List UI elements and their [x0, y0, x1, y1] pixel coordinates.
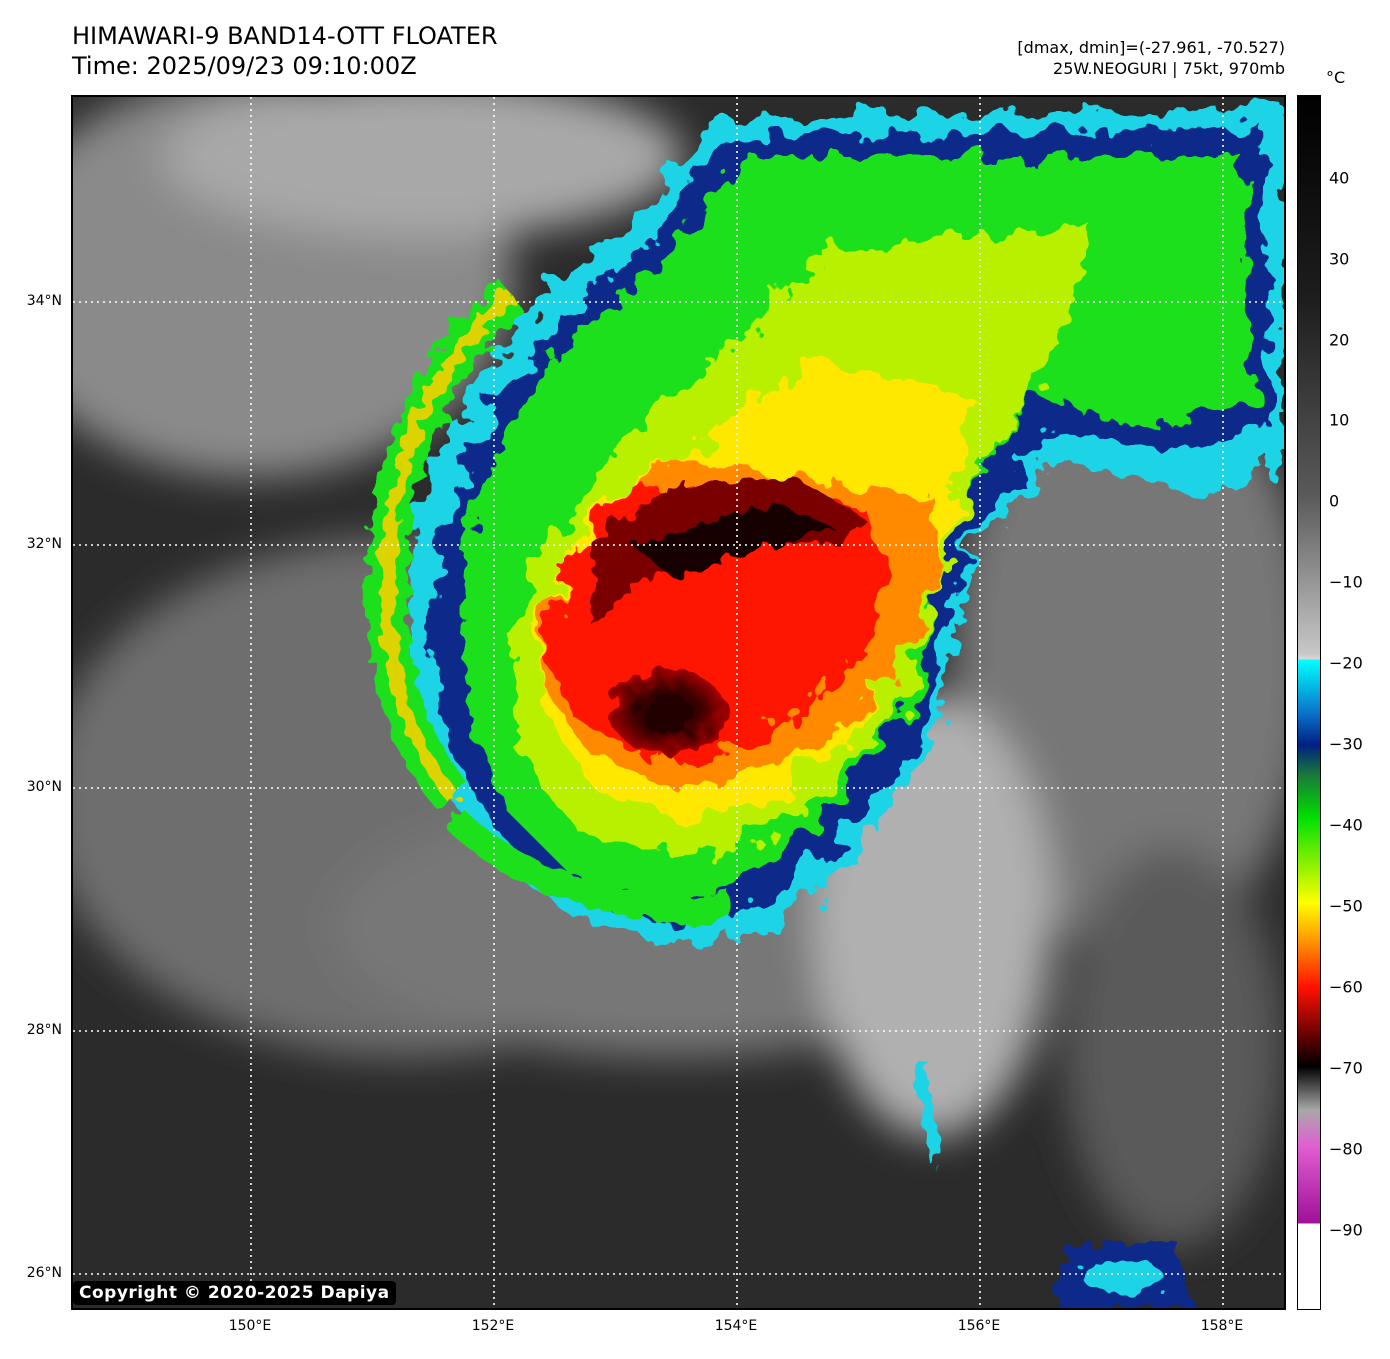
satellite-image — [73, 97, 1284, 1308]
colorbar-tick: 10 — [1329, 410, 1350, 430]
lat-label-28: 28°N — [26, 1022, 62, 1038]
colorbar — [1297, 95, 1321, 1310]
chart-title: HIMAWARI-9 BAND14-OTT FLOATER — [72, 22, 498, 50]
lon-label-150: 150°E — [228, 1318, 272, 1334]
storm-label: 25W.NEOGURI | 75kt, 970mb — [1053, 59, 1285, 78]
lat-label-30: 30°N — [26, 779, 62, 795]
lon-label-152: 152°E — [471, 1318, 515, 1334]
colorbar-tick: −50 — [1329, 896, 1363, 916]
colorbar-tick: 20 — [1329, 330, 1350, 350]
colorbar-tick: −90 — [1329, 1220, 1363, 1240]
graticule — [73, 97, 1284, 1308]
colorbar-tick: −70 — [1329, 1058, 1363, 1078]
range-label: [dmax, dmin]=(-27.961, -70.527) — [1017, 38, 1285, 57]
colorbar-tick: −10 — [1329, 572, 1363, 592]
lon-label-154: 154°E — [714, 1318, 758, 1334]
satellite-map[interactable] — [71, 95, 1286, 1310]
time-label: Time: 2025/09/23 09:10:00Z — [72, 52, 417, 80]
colorbar-tick: 40 — [1329, 168, 1350, 188]
lat-label-32: 32°N — [26, 536, 62, 552]
colorbar-tick: 30 — [1329, 249, 1350, 269]
copyright-label: Copyright © 2020-2025 Dapiya — [73, 1281, 396, 1305]
colorbar-unit: °C — [1326, 68, 1346, 87]
lat-label-26: 26°N — [26, 1265, 62, 1281]
colorbar-tick: −80 — [1329, 1139, 1363, 1159]
colorbar-tick: −60 — [1329, 977, 1363, 997]
colorbar-tick: −30 — [1329, 734, 1363, 754]
colorbar-tick: −40 — [1329, 815, 1363, 835]
colorbar-tick: −20 — [1329, 653, 1363, 673]
lat-label-34: 34°N — [26, 293, 62, 309]
colorbar-tick: 0 — [1329, 491, 1340, 511]
lon-label-158: 158°E — [1200, 1318, 1244, 1334]
lon-label-156: 156°E — [957, 1318, 1001, 1334]
